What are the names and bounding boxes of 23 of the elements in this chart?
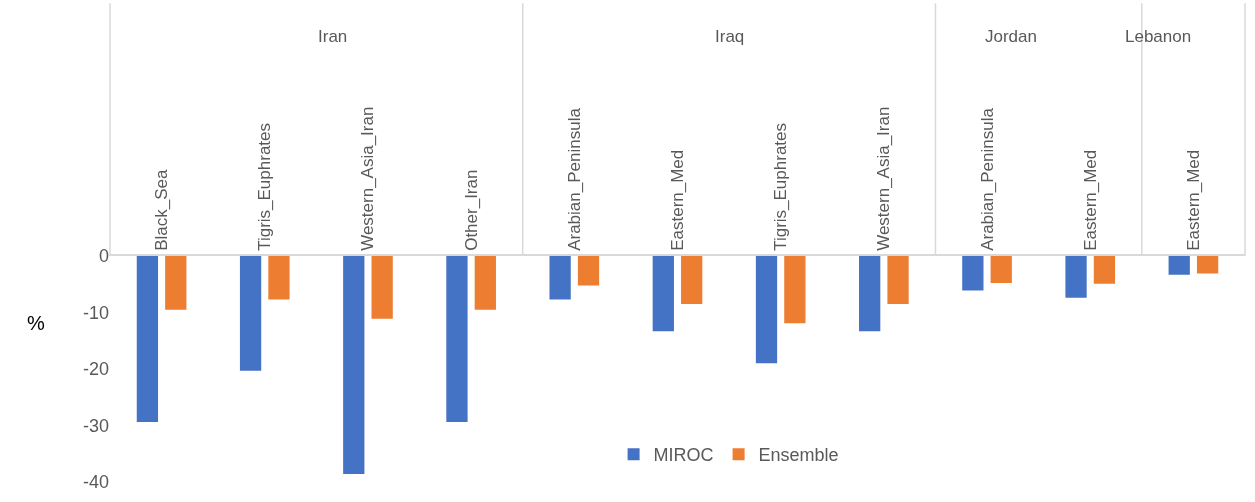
x-tick-label: Tigris_Euphrates — [255, 122, 275, 251]
x-tick-label: Western_Asia_Iran — [874, 106, 894, 251]
y-tick-label: -40 — [82, 472, 109, 493]
chart-title: Iraq — [715, 27, 745, 46]
legend-label: MIROC — [653, 445, 714, 466]
x-tick-label: Eastern_Med — [1183, 149, 1203, 251]
chart-title: Lebanon — [1125, 27, 1192, 46]
x-tick-label: Western_Asia_Iran — [358, 106, 378, 251]
y-tick-label: -30 — [82, 415, 109, 436]
y-tick-label: -20 — [82, 359, 109, 380]
x-tick-label: Tigris_Euphrates — [771, 122, 791, 251]
y-axis-title: % — [27, 312, 45, 334]
x-tick-label: Eastern_Med — [668, 149, 688, 251]
x-tick-label: Black_Sea — [152, 169, 172, 251]
chart-title: Jordan — [985, 27, 1037, 46]
x-tick-label: Other_Iran — [461, 169, 481, 251]
y-tick-label: -10 — [82, 302, 109, 323]
x-tick-label: Arabian_Peninsula — [564, 107, 584, 251]
chart-title: Iran — [318, 27, 348, 46]
x-tick-label: Eastern_Med — [1080, 149, 1100, 251]
x-tick-label: Arabian_Peninsula — [977, 107, 997, 251]
y-tick-label: 0 — [98, 246, 109, 267]
legend-label: Ensemble — [758, 445, 839, 466]
